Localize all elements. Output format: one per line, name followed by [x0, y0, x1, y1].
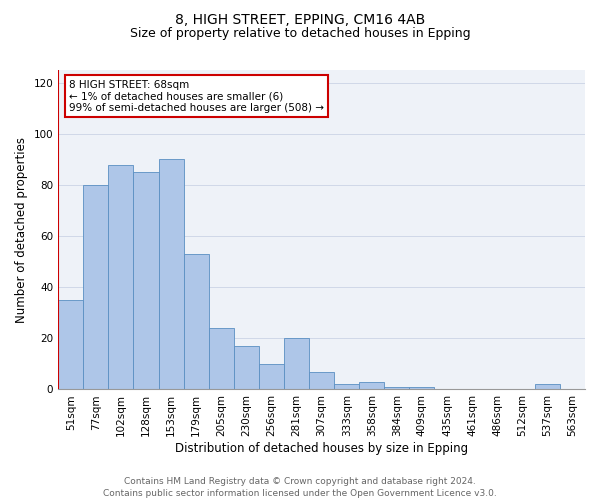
- X-axis label: Distribution of detached houses by size in Epping: Distribution of detached houses by size …: [175, 442, 468, 455]
- Bar: [385, 387, 409, 390]
- Bar: [158, 160, 184, 390]
- Bar: [309, 372, 334, 390]
- Y-axis label: Number of detached properties: Number of detached properties: [15, 136, 28, 322]
- Bar: [234, 346, 259, 390]
- Bar: [133, 172, 158, 390]
- Bar: [209, 328, 234, 390]
- Bar: [359, 382, 385, 390]
- Bar: [284, 338, 309, 390]
- Text: 8, HIGH STREET, EPPING, CM16 4AB: 8, HIGH STREET, EPPING, CM16 4AB: [175, 12, 425, 26]
- Text: Size of property relative to detached houses in Epping: Size of property relative to detached ho…: [130, 28, 470, 40]
- Text: Contains HM Land Registry data © Crown copyright and database right 2024.
Contai: Contains HM Land Registry data © Crown c…: [103, 476, 497, 498]
- Bar: [184, 254, 209, 390]
- Bar: [334, 384, 359, 390]
- Bar: [109, 164, 133, 390]
- Bar: [535, 384, 560, 390]
- Bar: [409, 387, 434, 390]
- Text: 8 HIGH STREET: 68sqm
← 1% of detached houses are smaller (6)
99% of semi-detache: 8 HIGH STREET: 68sqm ← 1% of detached ho…: [69, 80, 324, 113]
- Bar: [259, 364, 284, 390]
- Bar: [58, 300, 83, 390]
- Bar: [83, 185, 109, 390]
